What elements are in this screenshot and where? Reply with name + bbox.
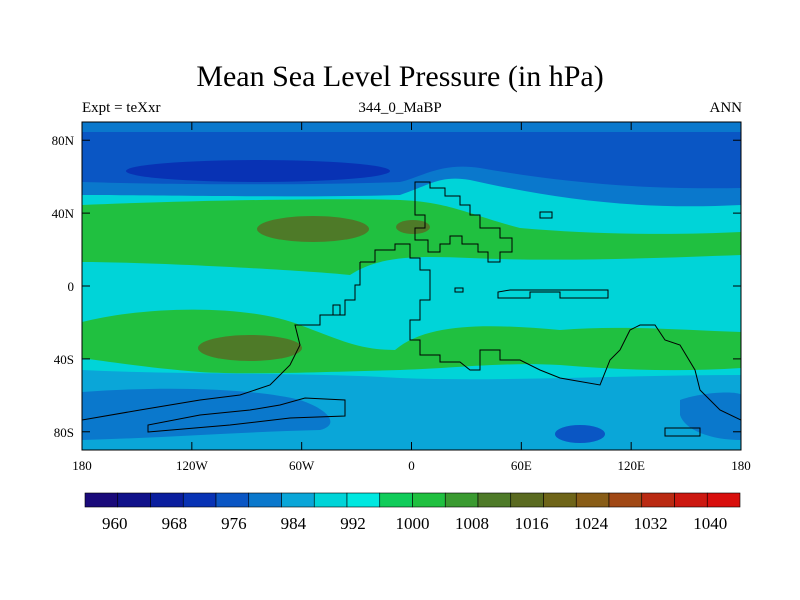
colorbar-swatch	[412, 492, 446, 508]
colorbar-label: 1024	[574, 514, 609, 533]
colorbar-label: 1040	[693, 514, 727, 533]
colorbar-swatch	[674, 492, 708, 508]
continent-outline-east	[664, 427, 701, 437]
colorbar-swatch	[182, 492, 217, 508]
colorbar-label: 976	[221, 514, 247, 533]
colorbar-swatch	[248, 492, 282, 508]
x-tick-label: 120E	[617, 458, 645, 473]
x-tick-label: 60W	[289, 458, 315, 473]
period-label: 344_0_MaBP	[358, 100, 442, 116]
colorbar-swatch	[543, 492, 577, 508]
season-label: ANN	[709, 100, 743, 116]
continent-outline-islet	[454, 287, 464, 293]
colorbar-swatch	[346, 492, 381, 508]
axes: 180 120W 60W 0 60E 120E 180 80N 40N 0 40S 80S	[52, 122, 751, 473]
colorbar-swatch	[379, 492, 413, 508]
colorbar-swatch	[281, 492, 315, 508]
colorbar: 960 968 976 984 992 1000 1008 1016 1024 1032 1040	[84, 492, 741, 533]
y-tick-label: 0	[68, 279, 75, 294]
continent-outline-africa	[360, 243, 741, 421]
continent-outline-island	[332, 304, 341, 316]
colorbar-swatch	[313, 492, 348, 508]
continent-outline-northeast	[539, 211, 553, 219]
colorbar-swatch	[477, 492, 512, 508]
colorbar-label: 1000	[396, 514, 430, 533]
antarctic-low	[555, 425, 605, 443]
experiment-label: Expt = teXxr	[82, 100, 161, 116]
colorbar-label: 960	[102, 514, 128, 533]
pressure-field	[82, 122, 741, 450]
colorbar-swatch	[444, 492, 479, 508]
colorbar-swatch	[510, 492, 544, 508]
south-high-center	[198, 335, 302, 361]
x-tick-label: 0	[408, 458, 415, 473]
y-tick-label: 40S	[54, 352, 74, 367]
colorbar-swatch	[575, 492, 610, 508]
y-tick-label: 40N	[52, 206, 75, 221]
y-tick-label: 80S	[54, 425, 74, 440]
icelandic-low	[126, 160, 390, 182]
continent-outline-north	[414, 181, 513, 263]
colorbar-label: 1008	[455, 514, 489, 533]
colorbar-label: 984	[281, 514, 307, 533]
chart-title: Mean Sea Level Pressure (in hPa)	[196, 60, 604, 93]
colorbar-swatch	[117, 492, 151, 508]
north-subtropical-high	[82, 199, 741, 275]
colorbar-label: 992	[340, 514, 366, 533]
colorbar-swatch	[215, 492, 250, 508]
x-tick-label: 120W	[176, 458, 209, 473]
x-tick-label: 60E	[511, 458, 532, 473]
y-tick-label: 80N	[52, 133, 75, 148]
colorbar-label: 1032	[634, 514, 668, 533]
north-high-center	[257, 216, 369, 242]
x-tick-label: 180	[72, 458, 92, 473]
colorbar-swatch	[706, 492, 741, 508]
colorbar-swatch	[608, 492, 643, 508]
continent-outline-antarctic	[147, 397, 346, 433]
colorbar-label: 1016	[515, 514, 549, 533]
continent-outline-south	[82, 262, 361, 421]
continent-outline-asia	[497, 289, 609, 299]
x-tick-label: 180	[731, 458, 751, 473]
continent-outlines	[82, 181, 741, 437]
colorbar-swatch	[641, 492, 675, 508]
colorbar-swatch	[84, 492, 119, 508]
colorbar-swatch	[150, 492, 184, 508]
north-high-center-east	[396, 220, 430, 234]
colorbar-label: 968	[162, 514, 188, 533]
